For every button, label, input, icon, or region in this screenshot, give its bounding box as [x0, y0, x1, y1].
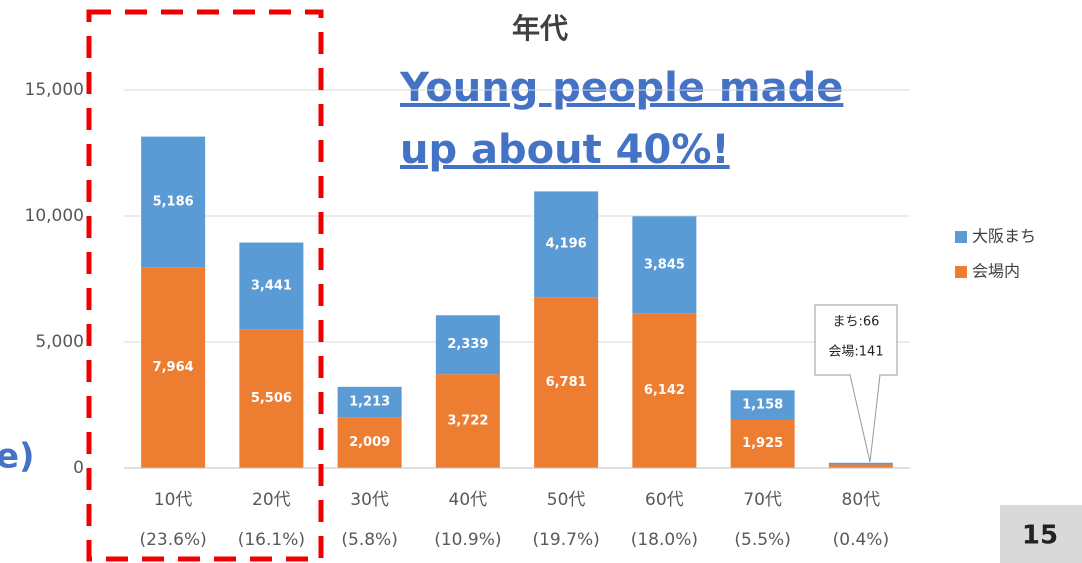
- data-label: 2,009: [349, 435, 390, 450]
- bar-segment: [141, 267, 206, 468]
- legend-swatch: [955, 231, 967, 243]
- side-text: e): [0, 437, 35, 477]
- bar-segment: [632, 216, 697, 314]
- x-tick-sublabel: (19.7%): [532, 530, 599, 550]
- bar-segment: [730, 390, 795, 420]
- bar-segment: [828, 464, 893, 468]
- bar-segment: [632, 313, 697, 468]
- data-label: 6,142: [644, 383, 685, 398]
- x-tick-sublabel: (10.9%): [434, 530, 501, 550]
- y-tick-label: 15,000: [25, 80, 84, 100]
- callout-pointer: [849, 374, 881, 463]
- x-tick-label: 40代: [449, 490, 488, 510]
- callout-join: [851, 374, 879, 377]
- y-tick-label: 10,000: [25, 206, 84, 226]
- bar-segment: [435, 315, 500, 375]
- data-label: 1,213: [349, 395, 390, 410]
- legend-label: 会場内: [972, 262, 1020, 281]
- data-label: 3,845: [644, 257, 685, 272]
- bar-segment: [239, 329, 304, 468]
- data-label: 7,964: [153, 360, 194, 375]
- x-tick-label: 70代: [743, 490, 782, 510]
- x-tick-sublabel: (5.8%): [341, 530, 397, 550]
- x-tick-sublabel: (5.5%): [734, 530, 790, 550]
- page-number-box: [1000, 505, 1082, 563]
- y-tick-label: 0: [73, 458, 84, 478]
- bar-segment: [337, 386, 402, 418]
- chart-title: 年代: [512, 12, 568, 45]
- highlight-box: [86, 9, 324, 562]
- data-label: 2,339: [447, 337, 488, 352]
- x-tick-sublabel: (16.1%): [238, 530, 305, 550]
- data-label: 3,441: [251, 278, 292, 293]
- x-tick-label: 30代: [350, 490, 389, 510]
- bar-segment: [828, 462, 893, 465]
- bar-segment: [337, 417, 402, 468]
- bar-segment: [534, 297, 599, 468]
- legend-swatch: [955, 266, 967, 278]
- bar-segment: [730, 419, 795, 468]
- bar-segment: [141, 136, 206, 268]
- data-label: 4,196: [546, 237, 587, 252]
- x-tick-sublabel: (0.4%): [833, 530, 889, 550]
- x-tick-sublabel: (23.6%): [139, 530, 206, 550]
- x-tick-sublabel: (18.0%): [631, 530, 698, 550]
- data-label: 5,186: [153, 194, 194, 209]
- x-tick-label: 50代: [547, 490, 586, 510]
- x-tick-label: 60代: [645, 490, 684, 510]
- data-label: 5,506: [251, 391, 292, 406]
- page-number: 15: [1022, 521, 1058, 551]
- annotation: Young people made: [399, 65, 843, 111]
- bar-segment: [534, 191, 599, 298]
- y-tick-label: 5,000: [35, 332, 84, 352]
- legend-label: 大阪まち: [972, 227, 1036, 246]
- callout-box: [814, 304, 898, 376]
- data-label: 3,722: [447, 414, 488, 429]
- data-label: 6,781: [546, 375, 587, 390]
- callout-text: まち:66: [833, 315, 880, 330]
- data-label: 1,158: [742, 397, 783, 412]
- data-label: 1,925: [742, 436, 783, 451]
- x-tick-label: 10代: [154, 490, 193, 510]
- x-tick-label: 80代: [842, 490, 881, 510]
- x-tick-label: 20代: [252, 490, 291, 510]
- callout-text: 会場:141: [828, 345, 883, 360]
- annotation: up about 40%!: [400, 127, 730, 173]
- bar-segment: [435, 374, 500, 468]
- bar-segment: [239, 242, 304, 330]
